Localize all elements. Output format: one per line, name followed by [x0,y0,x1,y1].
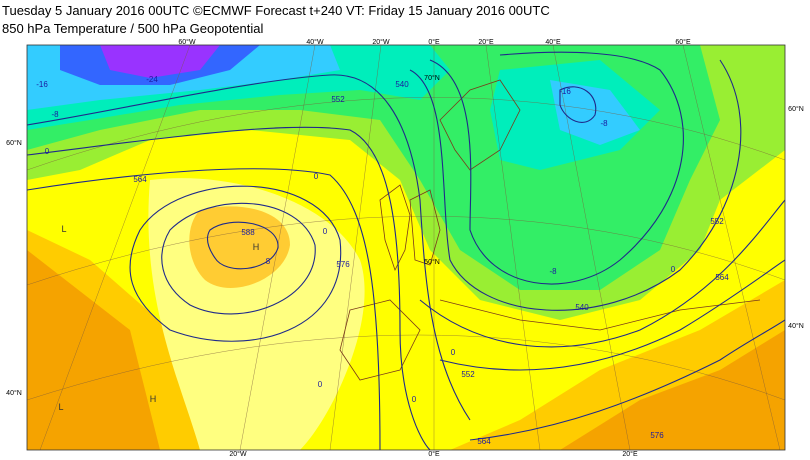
temperature-label: -16 [36,80,48,89]
pressure-center: L [61,224,66,234]
graticule-label: 20°W [229,450,247,458]
graticule-label: 60°N [6,139,22,147]
temperature-label: 0 [451,348,456,357]
geopotential-label: 552 [331,95,345,104]
geopotential-label: 540 [575,303,589,312]
graticule-labels: 60°W 40°W 20°W 0°E 20°E 40°E 60°E 20°W 0°E 20°E 60… [6,38,804,458]
temperature-label: 0 [45,147,50,156]
temperature-label: 0 [671,265,676,274]
temperature-label: -8 [549,267,557,276]
temperature-label: 0 [323,227,328,236]
temperature-label: 8 [266,257,271,266]
graticule-label: 40°W [306,38,324,46]
temperature-label: -8 [51,110,59,119]
graticule-label: 40°N [788,322,804,330]
graticule-label: 70°N [424,74,440,82]
graticule-label: 0°E [428,450,440,458]
pressure-center: H [253,242,260,252]
geopotential-label: 588 [241,228,255,237]
temperature-label: 0 [412,395,417,404]
temperature-label: -8 [600,119,608,128]
geopotential-label: 564 [715,273,729,282]
geopotential-label: 576 [336,260,350,269]
graticule-label: 40°N [6,389,22,397]
header-line: Tuesday 5 January 2016 00UTC ©ECMWF Fore… [2,3,550,18]
header-line: 850 hPa Temperature / 500 hPa Geopotenti… [2,21,264,36]
geopotential-label: 576 [650,431,664,440]
graticule-label: 60°E [675,38,691,46]
graticule-label: 50°N [424,258,440,266]
geopotential-label: 564 [477,437,491,446]
geopotential-label: 540 [395,80,409,89]
temperature-label: 0 [318,380,323,389]
geopotential-label: 564 [133,175,147,184]
graticule-label: 0°E [428,38,440,46]
graticule-label: 20°E [478,38,494,46]
graticule-label: 60°W [178,38,196,46]
contour-labels: 552 564 576 588 540 552 564 576 552 564 540 -24 -16 -… [36,75,729,446]
pressure-center: L [58,402,63,412]
graticule-label: 20°W [372,38,390,46]
temperature-label: -16 [559,87,571,96]
graticule-label: 40°E [545,38,561,46]
map-frame [26,44,786,451]
geopotential-label: 552 [710,217,724,226]
graticule-label: 60°N [788,105,804,113]
temperature-label: -24 [146,75,158,84]
temperature-label: 0 [314,172,319,181]
pressure-center: H [150,394,157,404]
map-field [26,44,786,451]
graticule-label: 20°E [622,450,638,458]
geopotential-label: 552 [461,370,475,379]
